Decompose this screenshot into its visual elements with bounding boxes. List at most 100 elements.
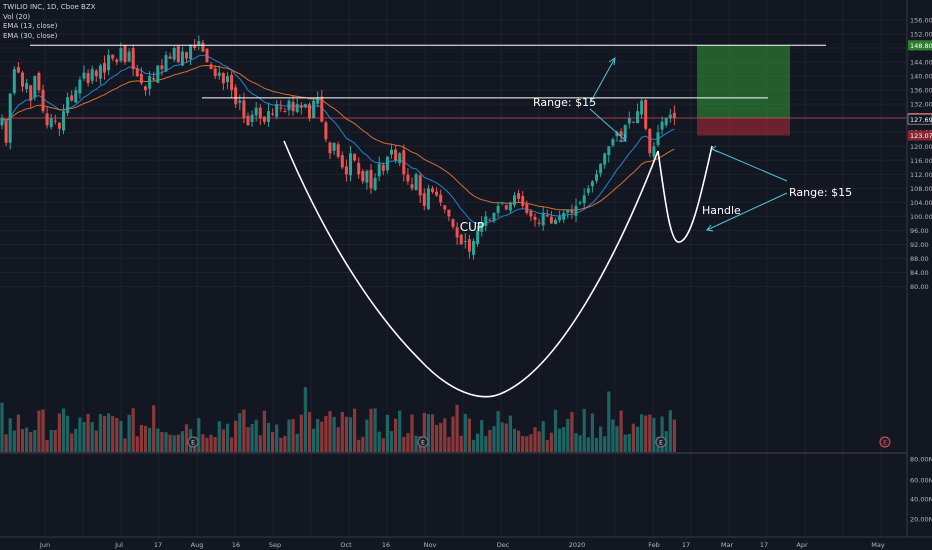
price-candles — [0, 35, 676, 260]
candle-body — [504, 205, 508, 210]
candle-body — [447, 209, 451, 217]
price-tick-label: 112.00 — [910, 171, 932, 179]
volume-bar — [143, 425, 148, 452]
volume-bar — [303, 387, 307, 452]
volume-bar — [234, 420, 238, 452]
volume-bar — [160, 431, 164, 452]
volume-bar — [299, 414, 303, 452]
volume-bar — [148, 427, 152, 452]
volume-bar — [320, 421, 324, 452]
volume-bar — [328, 410, 332, 452]
candle-body — [0, 118, 4, 126]
volume-bar — [476, 433, 480, 452]
candle-body — [398, 153, 402, 164]
volume-bar — [357, 439, 361, 452]
volume-bar — [406, 433, 410, 452]
volume-bar — [402, 436, 406, 452]
volume-bar — [230, 437, 234, 452]
candle-body — [492, 212, 496, 222]
candle-body — [467, 239, 471, 252]
volume-bar — [394, 418, 398, 452]
volume-bars — [0, 387, 676, 452]
candle-body — [578, 202, 582, 204]
candle-body — [410, 184, 414, 189]
candle-body — [279, 107, 283, 109]
volume-bar — [365, 419, 369, 452]
volume-bar — [361, 436, 365, 452]
volume-bar — [16, 414, 20, 452]
earnings-marker-label: E — [191, 440, 195, 447]
earnings-marker-label: E — [421, 440, 425, 447]
candle-body — [381, 164, 385, 171]
volume-bar — [619, 410, 623, 452]
candle-body — [443, 205, 447, 210]
volume-bar — [541, 421, 545, 452]
range-arrow-up-head — [608, 56, 616, 66]
volume-bar — [242, 409, 246, 452]
volume-bar — [533, 427, 537, 452]
volume-bar — [20, 429, 25, 452]
volume-bar — [385, 414, 389, 452]
volume-bar — [660, 416, 664, 452]
candle-body — [16, 67, 20, 73]
volume-bar — [266, 423, 271, 452]
candle-body — [127, 51, 131, 62]
volume-bar — [275, 424, 279, 452]
candle-body — [595, 174, 598, 181]
volume-bar — [316, 418, 320, 452]
handle-label: Handle — [702, 204, 741, 217]
volume-bar — [213, 436, 217, 452]
price-label-bg — [908, 40, 932, 51]
candle-body — [656, 132, 660, 145]
candle-body — [640, 100, 644, 115]
candle-body — [111, 54, 115, 59]
candle-body — [554, 219, 557, 225]
chart-legend: TWILIO INC, 1D, Cboe BZX Vol (20) EMA (1… — [3, 3, 95, 41]
candle-body — [185, 52, 188, 59]
price-tick-label: 152.00 — [910, 31, 932, 39]
candle-body — [394, 149, 398, 161]
volume-bar — [521, 436, 525, 452]
volume-bar — [107, 413, 111, 452]
volume-bar — [262, 410, 266, 452]
volume-bar — [324, 415, 328, 452]
volume-bar — [336, 427, 340, 452]
range-right-label: Range: $15 — [789, 186, 852, 199]
candle-body — [238, 100, 242, 103]
volume-bar — [578, 435, 582, 452]
volume-bar — [389, 431, 394, 452]
candle-body — [385, 156, 389, 171]
pattern-drawings — [0, 44, 907, 398]
volume-bar — [640, 414, 644, 452]
time-tick-label: Aug — [191, 541, 204, 549]
volume-tick-label: 80.00M — [910, 456, 932, 464]
candle-body — [25, 83, 29, 90]
time-tick-label: Jun — [39, 541, 50, 549]
candle-body — [328, 142, 332, 154]
candle-body — [131, 48, 135, 70]
price-tick-label: 100.00 — [910, 213, 932, 221]
candle-body — [119, 48, 123, 61]
earnings-marker-label: E — [883, 440, 887, 447]
candle-body — [197, 41, 201, 46]
volume-bar — [221, 429, 225, 452]
volume-bar — [135, 436, 139, 452]
candle-body — [33, 76, 37, 98]
volume-bar — [238, 413, 242, 452]
range-arrow-handle-up — [711, 148, 788, 182]
volume-bar — [451, 416, 455, 452]
volume-bar — [283, 436, 287, 452]
volume-bar — [33, 430, 37, 452]
volume-bar — [295, 433, 299, 452]
volume-bar — [225, 423, 230, 452]
handle-curve — [657, 145, 713, 243]
candle-body — [98, 65, 102, 79]
volume-bar — [644, 415, 648, 452]
candle-body — [62, 111, 65, 131]
volume-bar — [480, 420, 484, 452]
volume-bar — [439, 422, 443, 452]
volume-bar — [369, 408, 373, 452]
volume-bar — [496, 411, 500, 452]
candle-body — [139, 74, 143, 84]
volume-bar — [570, 412, 574, 452]
